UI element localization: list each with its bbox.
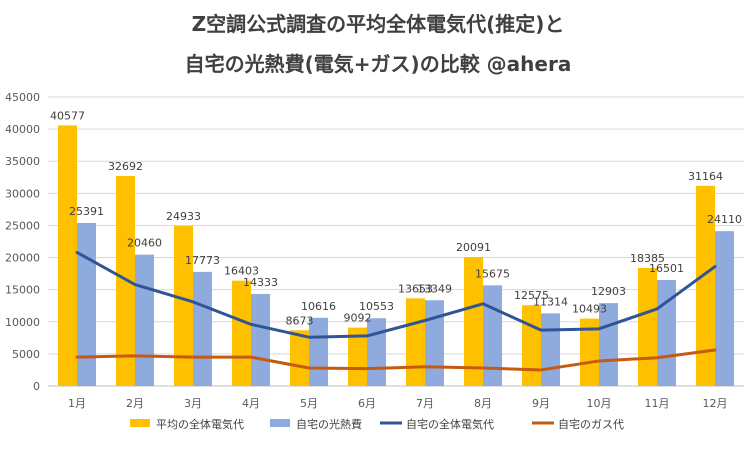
y-tick-label: 25000 xyxy=(5,219,40,232)
data-label: 25391 xyxy=(69,205,104,218)
data-label: 11314 xyxy=(533,295,568,308)
bar xyxy=(580,318,599,386)
y-tick-label: 35000 xyxy=(5,155,40,168)
data-label: 40577 xyxy=(50,109,85,122)
x-tick-label: 12月 xyxy=(703,397,728,410)
data-label: 15675 xyxy=(475,267,510,280)
data-label: 16501 xyxy=(649,262,684,275)
y-tick-label: 15000 xyxy=(5,284,40,297)
y-tick-label: 40000 xyxy=(5,123,40,136)
bar xyxy=(696,185,715,386)
bar xyxy=(715,231,734,386)
x-tick-label: 3月 xyxy=(184,397,202,410)
bar xyxy=(522,305,541,386)
data-label: 13653 xyxy=(398,282,433,295)
series-line xyxy=(75,348,717,372)
bar xyxy=(425,300,444,386)
bar xyxy=(309,317,328,386)
x-tick-label: 4月 xyxy=(242,397,260,410)
bar xyxy=(406,298,425,386)
y-tick-label: 5000 xyxy=(12,348,40,361)
data-label: 13349 xyxy=(417,282,452,295)
legend-label: 自宅のガス代 xyxy=(558,417,624,431)
data-label: 8673 xyxy=(286,314,314,327)
data-label: 12575 xyxy=(514,289,549,302)
bar xyxy=(193,271,212,386)
bar xyxy=(348,327,367,386)
data-label: 17773 xyxy=(185,254,220,267)
data-label: 12903 xyxy=(591,285,626,298)
data-label: 10553 xyxy=(359,300,394,313)
legend-swatch xyxy=(270,419,290,427)
data-label: 10493 xyxy=(572,303,607,316)
legend-swatch xyxy=(130,419,150,427)
x-tick-label: 10月 xyxy=(587,397,612,410)
x-tick-label: 9月 xyxy=(532,397,550,410)
legend-label: 自宅の光熱費 xyxy=(296,417,362,431)
x-tick-label: 11月 xyxy=(645,397,670,410)
bar xyxy=(174,225,193,386)
data-label: 16403 xyxy=(224,265,259,278)
chart-title-line-2: 自宅の光熱費(電気+ガス)の比較 @ahera xyxy=(184,52,572,76)
bar xyxy=(367,318,386,386)
bar xyxy=(116,176,135,386)
legend-label: 平均の全体電気代 xyxy=(156,417,244,431)
data-label: 9092 xyxy=(344,312,372,325)
y-tick-label: 30000 xyxy=(5,187,40,200)
bar xyxy=(232,280,251,386)
data-label: 20091 xyxy=(456,241,491,254)
x-tick-label: 6月 xyxy=(358,397,376,410)
bar xyxy=(638,267,657,386)
x-tick-label: 1月 xyxy=(68,397,86,410)
y-tick-label: 0 xyxy=(33,380,40,393)
bar xyxy=(483,285,502,386)
bar xyxy=(58,125,77,386)
bar xyxy=(135,254,154,386)
data-label: 24933 xyxy=(166,210,201,223)
chart-title-line-1: Z空調公式調査の平均全体電気代(推定)と xyxy=(191,12,565,36)
bar xyxy=(541,313,560,386)
data-label: 10616 xyxy=(301,300,336,313)
x-tick-label: 8月 xyxy=(474,397,492,410)
y-tick-label: 10000 xyxy=(5,316,40,329)
data-label: 18385 xyxy=(630,252,665,265)
y-tick-label: 20000 xyxy=(5,252,40,265)
x-tick-label: 2月 xyxy=(126,397,144,410)
data-label: 24110 xyxy=(707,213,742,226)
x-tick-label: 7月 xyxy=(416,397,434,410)
y-tick-label: 45000 xyxy=(5,91,40,104)
bar xyxy=(251,293,270,386)
data-label: 31164 xyxy=(688,170,723,183)
bar xyxy=(290,330,309,386)
data-label: 20460 xyxy=(127,237,162,250)
bar xyxy=(77,222,96,386)
data-label: 32692 xyxy=(108,160,143,173)
x-tick-label: 5月 xyxy=(300,397,318,410)
legend-label: 自宅の全体電気代 xyxy=(406,417,494,431)
series-line xyxy=(75,250,717,339)
bar xyxy=(464,256,483,386)
data-label: 14333 xyxy=(243,276,278,289)
